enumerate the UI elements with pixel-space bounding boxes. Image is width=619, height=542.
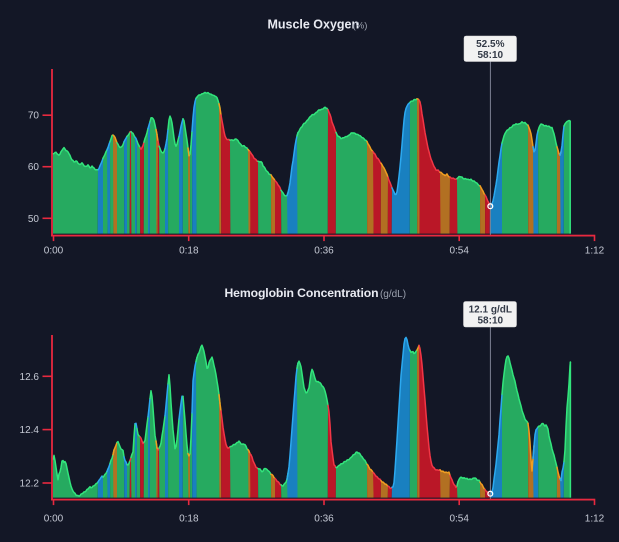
svg-text:(%): (%) xyxy=(353,20,368,31)
svg-text:(g/dL): (g/dL) xyxy=(380,289,406,300)
svg-text:1:12: 1:12 xyxy=(585,514,605,525)
svg-text:52.5%: 52.5% xyxy=(476,39,504,50)
svg-text:Hemoglobin Concentration: Hemoglobin Concentration xyxy=(224,286,378,300)
svg-text:0:00: 0:00 xyxy=(44,246,64,257)
svg-text:0:54: 0:54 xyxy=(449,246,469,257)
svg-text:12.2: 12.2 xyxy=(20,479,40,490)
svg-text:0:54: 0:54 xyxy=(449,514,469,525)
svg-text:58:10: 58:10 xyxy=(478,315,504,326)
svg-text:12.4: 12.4 xyxy=(20,425,40,436)
svg-text:60: 60 xyxy=(28,162,40,173)
svg-text:70: 70 xyxy=(28,111,40,122)
svg-text:0:18: 0:18 xyxy=(179,246,199,257)
svg-text:50: 50 xyxy=(28,214,40,225)
svg-text:12.6: 12.6 xyxy=(20,372,40,383)
svg-text:1:12: 1:12 xyxy=(585,246,605,257)
svg-text:0:36: 0:36 xyxy=(314,246,334,257)
svg-text:0:36: 0:36 xyxy=(314,514,334,525)
svg-text:0:18: 0:18 xyxy=(179,514,199,525)
svg-text:12.1 g/dL: 12.1 g/dL xyxy=(469,304,512,315)
svg-text:0:00: 0:00 xyxy=(44,514,64,525)
svg-text:Muscle Oxygen: Muscle Oxygen xyxy=(267,17,359,31)
svg-text:58:10: 58:10 xyxy=(478,50,504,61)
